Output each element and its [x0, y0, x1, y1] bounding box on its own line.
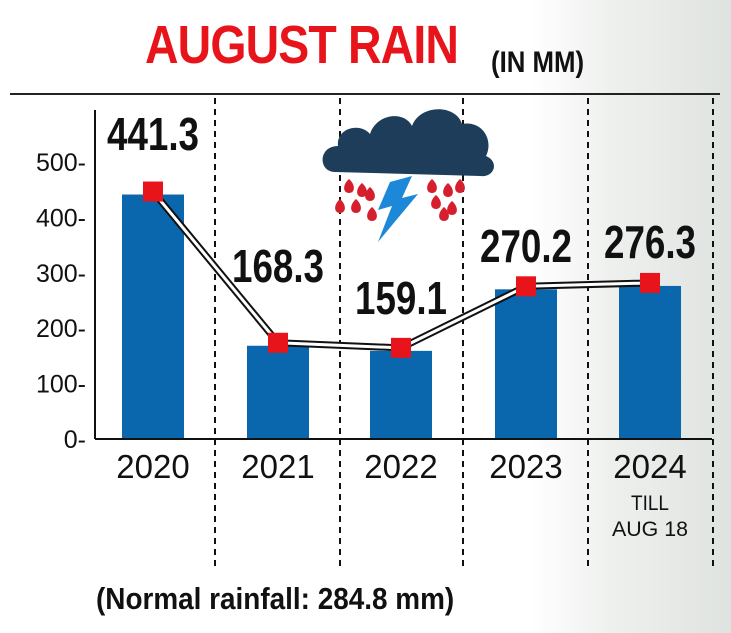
- data-label-2024: 276.3: [604, 216, 696, 268]
- chart-title: AUGUST RAIN: [145, 15, 459, 75]
- x-tick-note: AUG 18: [612, 518, 688, 541]
- marker-2023: [516, 276, 536, 297]
- data-label-2020: 441.3: [107, 108, 199, 160]
- trend-line-outer: [150, 189, 651, 352]
- raindrop: [439, 207, 449, 221]
- raindrop: [344, 179, 354, 193]
- raindrop: [357, 183, 367, 197]
- y-tick-label: 500-: [36, 149, 86, 177]
- y-tick-label: 300-: [36, 260, 86, 288]
- raindrop: [455, 179, 465, 193]
- marker-2020: [143, 181, 163, 202]
- cloud-shape: [322, 109, 494, 177]
- marker-2022: [391, 337, 411, 358]
- y-tick-label: 400-: [36, 204, 86, 232]
- data-label-2022: 159.1: [355, 272, 447, 324]
- chart-header: AUGUST RAIN (IN MM): [0, 0, 731, 92]
- raindrop: [443, 183, 453, 197]
- axes: [94, 110, 712, 440]
- header-rule: [10, 93, 720, 95]
- marker-2024: [640, 272, 660, 293]
- raindrop: [367, 207, 377, 221]
- data-label-2021: 168.3: [232, 240, 324, 292]
- year-separators: [214, 98, 714, 566]
- x-tick-label-2020: 2020: [116, 448, 189, 485]
- rain-cloud-icon: [322, 109, 494, 242]
- bar-2022: [370, 350, 432, 439]
- y-tick-label: 200-: [36, 315, 86, 343]
- trend-line: [150, 189, 651, 352]
- trend-markers: [143, 181, 660, 358]
- y-tick-label: 0-: [64, 426, 86, 454]
- raindrop: [447, 201, 457, 215]
- bar-2023: [495, 289, 557, 439]
- data-labels: 441.3 168.3 159.1 270.2 276.3: [107, 108, 696, 324]
- raindrop: [351, 199, 361, 213]
- bar-series: [122, 194, 681, 439]
- raindrop: [365, 187, 375, 201]
- x-tick-label-2022: 2022: [364, 448, 437, 485]
- x-tick-labels: 2020 2021 2022 2023 2024 TILL AUG 18: [116, 448, 688, 541]
- normal-rainfall-note: (Normal rainfall: 284.8 mm): [96, 581, 455, 616]
- y-tick-labels: 500- 400- 300- 200- 100- 0-: [36, 149, 86, 454]
- bar-2024: [619, 285, 681, 439]
- x-tick-label-2023: 2023: [489, 448, 562, 485]
- raindrop: [335, 199, 345, 213]
- raindrop: [427, 179, 437, 193]
- lightning-bolt: [378, 176, 418, 242]
- raindrop: [431, 195, 441, 209]
- chart-title-unit: (IN MM): [491, 46, 585, 79]
- bar-2020: [122, 194, 184, 439]
- bar-2021: [247, 345, 309, 439]
- data-label-2023: 270.2: [480, 220, 572, 272]
- x-tick-label-2021: 2021: [241, 448, 314, 485]
- marker-2021: [268, 332, 288, 353]
- x-tick-note: TILL: [631, 492, 669, 515]
- y-tick-label: 100-: [36, 371, 86, 399]
- x-tick-label-2024: 2024: [613, 448, 686, 485]
- trend-line-inner: [151, 190, 651, 350]
